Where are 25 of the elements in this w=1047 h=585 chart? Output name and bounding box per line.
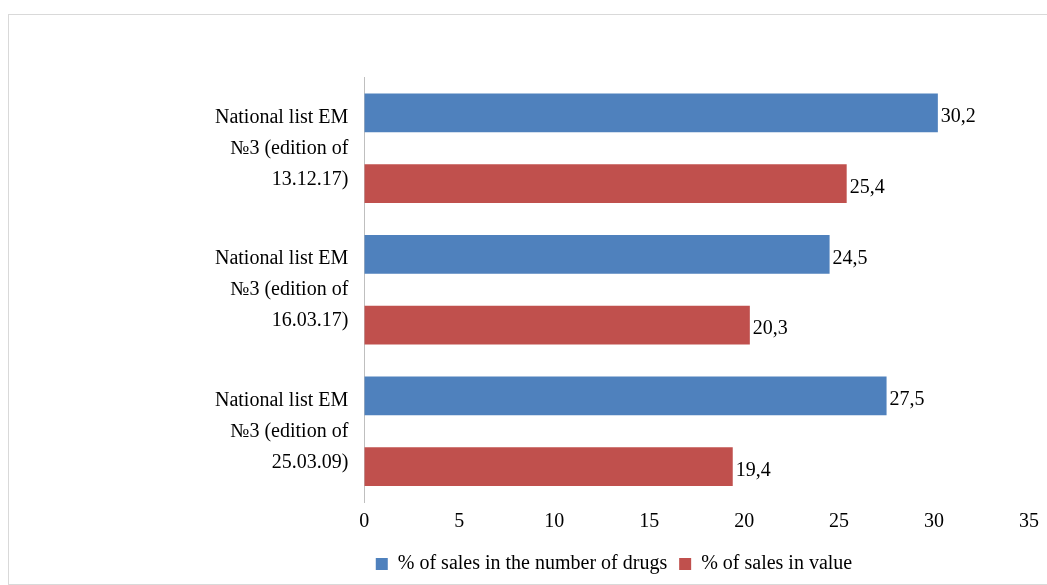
data-label: 24,5	[832, 245, 868, 268]
data-label: 27,5	[889, 387, 925, 410]
x-tick-label: 25	[829, 509, 850, 532]
x-tick-label: 5	[454, 509, 465, 532]
data-label: 25,4	[849, 174, 885, 197]
x-tick-label: 0	[359, 509, 370, 532]
bar	[364, 164, 847, 204]
legend-label: % of sales in the number of drugs	[397, 551, 668, 575]
bar	[364, 305, 750, 345]
bar	[364, 447, 733, 487]
bar	[364, 376, 887, 416]
x-tick-label: 20	[734, 509, 755, 532]
bar	[364, 93, 938, 133]
legend-label: % of sales in value	[701, 551, 853, 574]
bar	[364, 234, 830, 274]
y-tick-label: National list EM №3 (edition of 25.03.09)	[214, 387, 349, 473]
data-label: 30,2	[940, 104, 976, 127]
x-tick-label: 10	[544, 509, 565, 532]
y-tick-label: National list EM №3 (edition of 13.12.17)	[214, 104, 349, 190]
x-tick-label: 15	[639, 509, 660, 532]
x-tick-label: 35	[1019, 509, 1039, 532]
data-label: 20,3	[752, 316, 788, 339]
y-tick-label: National list EM №3 (edition of 16.03.17)	[214, 246, 349, 331]
x-tick-label: 30	[924, 509, 945, 532]
data-label: 19,4	[735, 457, 771, 480]
